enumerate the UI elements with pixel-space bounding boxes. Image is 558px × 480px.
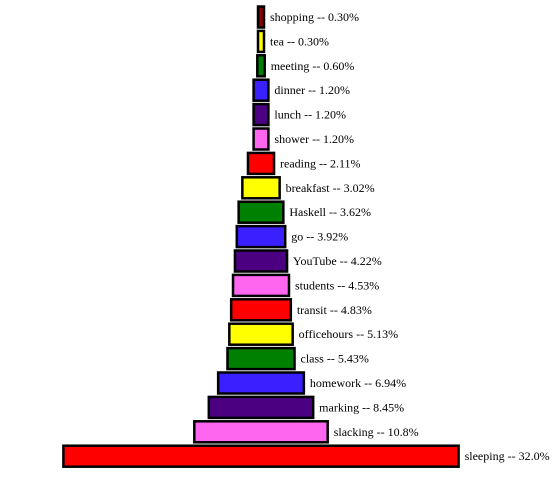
bar-homework: [216, 371, 306, 395]
bar-sleeping: [62, 444, 460, 468]
bar-haskell: [237, 200, 285, 224]
data-label-breakfast: breakfast -- 3.02%: [286, 181, 375, 195]
bar-slacking: [193, 420, 329, 444]
bar-lunch: [252, 102, 270, 127]
bar-officehours: [228, 322, 294, 346]
data-label-marking: marking -- 8.45%: [319, 400, 404, 414]
data-label-tea: tea -- 0.30%: [270, 34, 329, 48]
data-label-sleeping: sleeping -- 32.0%: [465, 449, 550, 463]
bar-transit: [229, 298, 293, 322]
data-label-youtube: YouTube -- 4.22%: [293, 254, 382, 268]
bar-shower: [252, 127, 270, 151]
data-label-go: go -- 3.92%: [291, 230, 348, 244]
bar-dinner: [252, 78, 270, 102]
bar-reading: [246, 151, 276, 176]
bar-marking: [207, 395, 315, 420]
data-label-shopping: shopping -- 0.30%: [270, 10, 359, 24]
bars-group: [62, 5, 460, 468]
bar-students: [231, 273, 291, 298]
data-label-reading: reading -- 2.11%: [280, 156, 361, 170]
data-label-transit: transit -- 4.83%: [297, 303, 372, 317]
data-label-lunch: lunch -- 1.20%: [274, 108, 346, 122]
data-label-meeting: meeting -- 0.60%: [271, 59, 355, 73]
data-label-class: class -- 5.43%: [301, 352, 369, 366]
bar-shopping: [256, 5, 266, 29]
data-label-shower: shower -- 1.20%: [274, 132, 354, 146]
bar-youtube: [233, 249, 289, 273]
data-label-dinner: dinner -- 1.20%: [274, 83, 350, 97]
data-label-haskell: Haskell -- 3.62%: [289, 205, 371, 219]
data-label-homework: homework -- 6.94%: [310, 376, 406, 390]
data-label-slacking: slacking -- 10.8%: [334, 425, 419, 439]
bar-go: [235, 224, 287, 249]
bar-meeting: [256, 54, 266, 78]
data-label-students: students -- 4.53%: [295, 278, 379, 292]
data-label-officehours: officehours -- 5.13%: [299, 327, 398, 341]
bar-class: [226, 346, 296, 371]
bar-tea: [256, 29, 266, 54]
bar-breakfast: [241, 176, 281, 200]
labels-group: shopping -- 0.30% tea -- 0.30% meeting -- …: [270, 10, 550, 463]
